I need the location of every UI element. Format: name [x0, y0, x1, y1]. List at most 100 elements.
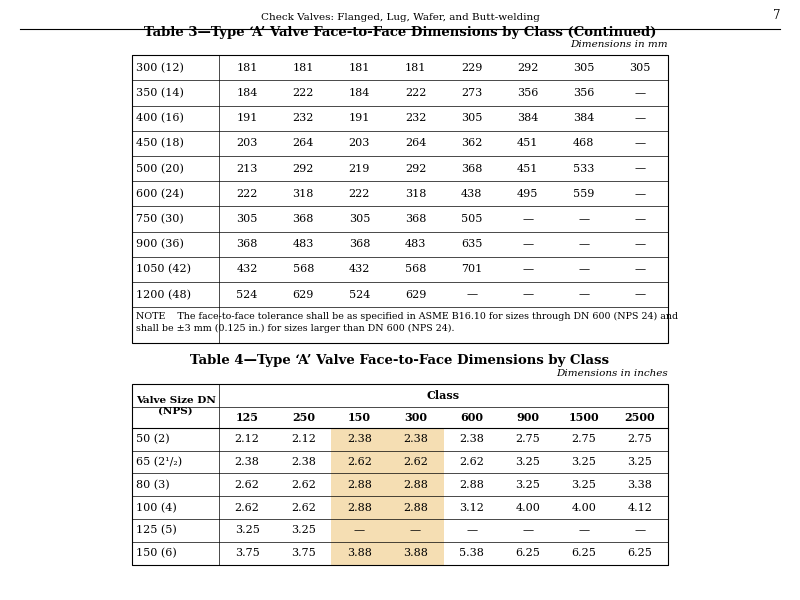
Text: 2.75: 2.75 [571, 434, 596, 444]
Text: 450 (18): 450 (18) [136, 138, 184, 149]
Text: 2.75: 2.75 [627, 434, 652, 444]
Text: —: — [578, 290, 590, 299]
Text: 150: 150 [348, 412, 371, 423]
Text: 7: 7 [773, 9, 780, 22]
Bar [387, 428, 443, 451]
Text: 264: 264 [405, 139, 426, 148]
Text: 181: 181 [237, 63, 258, 73]
Text: 3.88: 3.88 [403, 548, 428, 558]
Text: 305: 305 [573, 63, 594, 73]
Text: 300: 300 [404, 412, 427, 423]
Text: 2.38: 2.38 [234, 457, 260, 467]
Text: 2.62: 2.62 [291, 503, 316, 512]
Text: —: — [522, 526, 534, 535]
Text: 451: 451 [517, 139, 538, 148]
Text: 219: 219 [349, 164, 370, 173]
Text: —: — [522, 239, 534, 249]
Text: 184: 184 [237, 88, 258, 98]
Text: 4.00: 4.00 [515, 503, 540, 512]
Bar [132, 55, 668, 343]
Text: 250: 250 [292, 412, 314, 423]
Text: 600 (24): 600 (24) [136, 188, 184, 199]
Text: 2.62: 2.62 [459, 457, 484, 467]
Text: 80 (3): 80 (3) [136, 479, 170, 490]
Bar [132, 384, 668, 565]
Text: 701: 701 [461, 265, 482, 274]
Text: 500 (20): 500 (20) [136, 163, 184, 174]
Text: 533: 533 [573, 164, 594, 173]
Text: 1500: 1500 [569, 412, 599, 423]
Text: 3.25: 3.25 [571, 480, 596, 490]
Text: 273: 273 [461, 88, 482, 98]
Text: —: — [634, 265, 646, 274]
Text: 229: 229 [461, 63, 482, 73]
Text: 318: 318 [405, 189, 426, 199]
Text: —: — [466, 290, 477, 299]
Text: 356: 356 [573, 88, 594, 98]
Text: 3.25: 3.25 [291, 526, 316, 535]
Bar [331, 473, 387, 496]
Text: 524: 524 [349, 290, 370, 299]
Text: 65 (2¹/₂): 65 (2¹/₂) [136, 457, 182, 467]
Text: 3.25: 3.25 [515, 480, 540, 490]
Text: 305: 305 [349, 214, 370, 224]
Text: 2.38: 2.38 [347, 434, 372, 444]
Text: 300 (12): 300 (12) [136, 62, 184, 73]
Text: 6.25: 6.25 [627, 548, 652, 558]
Text: 305: 305 [630, 63, 650, 73]
Text: —: — [578, 239, 590, 249]
Text: 100 (4): 100 (4) [136, 502, 177, 513]
Text: 2.12: 2.12 [291, 434, 316, 444]
Text: 203: 203 [349, 139, 370, 148]
Text: 559: 559 [573, 189, 594, 199]
Text: NOTE    The face-to-face tolerance shall be as specified in ASME B16.10 for size: NOTE The face-to-face tolerance shall be… [136, 311, 678, 321]
Text: 4.12: 4.12 [627, 503, 652, 512]
Text: 184: 184 [349, 88, 370, 98]
Text: shall be ±3 mm (0.125 in.) for sizes larger than DN 600 (NPS 24).: shall be ±3 mm (0.125 in.) for sizes lar… [136, 323, 454, 333]
Text: 3.25: 3.25 [571, 457, 596, 467]
Text: Table 3—Type ‘A’ Valve Face-to-Face Dimensions by Class (Continued): Table 3—Type ‘A’ Valve Face-to-Face Dime… [144, 26, 656, 39]
Text: Check Valves: Flanged, Lug, Wafer, and Butt-welding: Check Valves: Flanged, Lug, Wafer, and B… [261, 13, 539, 22]
Text: 264: 264 [293, 139, 314, 148]
Bar [387, 519, 443, 542]
Text: 3.25: 3.25 [234, 526, 260, 535]
Text: 2.62: 2.62 [291, 480, 316, 490]
Text: 6.25: 6.25 [515, 548, 540, 558]
Text: 505: 505 [461, 214, 482, 224]
Text: 483: 483 [405, 239, 426, 249]
Text: —: — [466, 526, 477, 535]
Text: —: — [634, 214, 646, 224]
Text: 3.88: 3.88 [347, 548, 372, 558]
Text: —: — [634, 88, 646, 98]
Text: 635: 635 [461, 239, 482, 249]
Text: 3.12: 3.12 [459, 503, 484, 512]
Text: —: — [634, 239, 646, 249]
Bar [331, 542, 387, 565]
Text: 2.88: 2.88 [403, 480, 428, 490]
Text: 2.38: 2.38 [291, 457, 316, 467]
Text: 1050 (42): 1050 (42) [136, 264, 191, 275]
Text: 3.25: 3.25 [515, 457, 540, 467]
Text: 181: 181 [349, 63, 370, 73]
Text: —: — [634, 526, 646, 535]
Text: —: — [578, 265, 590, 274]
Text: 222: 222 [405, 88, 426, 98]
Text: 2500: 2500 [625, 412, 655, 423]
Text: 356: 356 [517, 88, 538, 98]
Text: —: — [522, 290, 534, 299]
Text: 400 (16): 400 (16) [136, 113, 184, 124]
Bar [331, 428, 387, 451]
Text: 629: 629 [293, 290, 314, 299]
Text: 232: 232 [293, 113, 314, 123]
Text: 222: 222 [293, 88, 314, 98]
Text: 384: 384 [517, 113, 538, 123]
Text: Valve Size DN
(NPS): Valve Size DN (NPS) [136, 396, 215, 416]
Bar [331, 496, 387, 519]
Text: 750 (30): 750 (30) [136, 214, 184, 224]
Text: 222: 222 [237, 189, 258, 199]
Text: 150 (6): 150 (6) [136, 548, 177, 559]
Bar [331, 451, 387, 473]
Text: —: — [578, 214, 590, 224]
Text: 900: 900 [516, 412, 539, 423]
Text: 483: 483 [293, 239, 314, 249]
